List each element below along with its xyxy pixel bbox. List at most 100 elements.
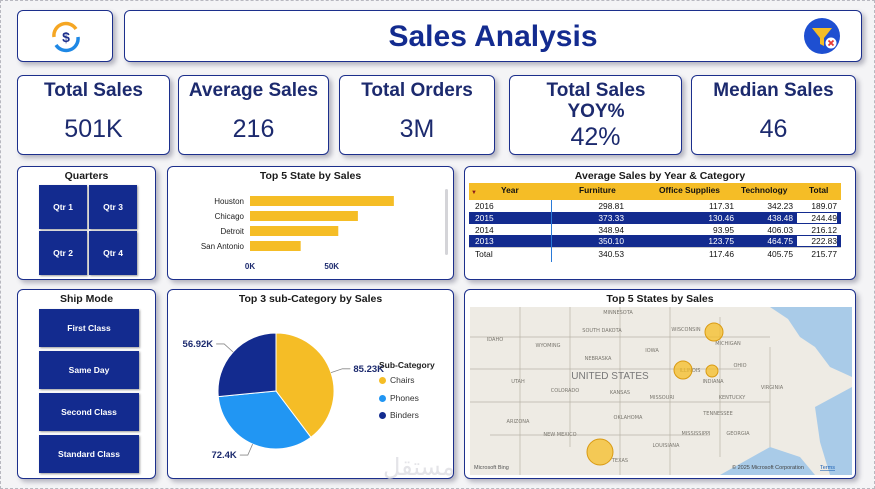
table-row-selected[interactable]: 2013 350.10 123.75 464.75 222.83 xyxy=(469,235,841,248)
state-bar-chart: Top 5 State by Sales Houston Chicago Detro… xyxy=(167,166,454,280)
map-bubble[interactable] xyxy=(673,360,693,380)
ship-mode-button[interactable]: Same Day xyxy=(39,351,139,389)
kpi-label: Average Sales xyxy=(188,80,319,101)
map-state-label: INDIANA xyxy=(702,379,724,385)
cell: 117.31 xyxy=(709,201,734,211)
cell: 130.46 xyxy=(708,212,734,223)
bar-label: Houston xyxy=(214,197,244,206)
column-header[interactable]: Total xyxy=(809,185,829,195)
quarter-button[interactable]: Qtr 4 xyxy=(89,231,137,275)
map-state-label: WISCONSIN xyxy=(671,327,700,333)
map-state-label: WYOMING xyxy=(535,343,560,349)
map-state-label: TENNESSEE xyxy=(702,411,733,417)
map-bubble[interactable] xyxy=(704,322,724,342)
legend-dot xyxy=(379,377,386,384)
cell: 117.46 xyxy=(709,249,734,260)
map-state-label: KENTUCKY xyxy=(719,395,746,401)
map-bing-logo: Microsoft Bing xyxy=(474,465,509,471)
kpi-label: Total Sales xyxy=(44,80,143,101)
column-header[interactable]: Office Supplies xyxy=(659,185,720,195)
map-state-label: IDAHO xyxy=(487,337,503,343)
legend-label: Binders xyxy=(390,410,419,420)
map-state-label: IOWA xyxy=(645,348,659,354)
map-state-label: OKLAHOMA xyxy=(614,415,644,421)
table-row[interactable]: 2016 298.81 117.31 342.23 189.07 xyxy=(469,200,841,212)
subcategory-pie-card: Top 3 sub-Category by Sales 85.23K 72.4K 5… xyxy=(167,289,454,479)
table-row-selected[interactable]: 2015 373.33 130.46 438.48 244.49 xyxy=(469,211,841,224)
bar[interactable] xyxy=(250,241,301,251)
map-state-label: MINNESOTA xyxy=(603,310,633,316)
year-category-table: Average Sales by Year & Category ▼ Year … xyxy=(464,166,856,280)
map-state-label: TEXAS xyxy=(611,458,628,464)
chart-title: Top 5 State by Sales xyxy=(259,170,362,182)
cell: 406.03 xyxy=(767,224,793,235)
sort-desc-icon[interactable]: ▼ xyxy=(471,190,477,196)
title-card: Sales Analysis xyxy=(124,10,862,62)
cell: 405.75 xyxy=(767,249,793,260)
map-state-label: COLORADO xyxy=(551,388,580,394)
cell: 244.49 xyxy=(797,212,837,223)
map-bubble[interactable] xyxy=(586,438,614,466)
legend-item[interactable]: Phones xyxy=(379,393,419,403)
kpi-value: 3M xyxy=(399,115,435,143)
pie-slice[interactable] xyxy=(275,332,335,439)
map-bubble[interactable] xyxy=(705,364,719,378)
bar-label: Detroit xyxy=(220,227,244,236)
kpi-value: 42% xyxy=(570,123,621,151)
bar[interactable] xyxy=(250,196,394,206)
cell: 222.83 xyxy=(797,236,837,247)
map-state-label: LOUISIANA xyxy=(653,443,680,449)
cell: 373.33 xyxy=(598,212,624,223)
column-header[interactable]: Year xyxy=(501,185,519,195)
bar[interactable] xyxy=(250,226,339,236)
cell: 464.75 xyxy=(767,236,793,247)
column-divider xyxy=(551,200,552,262)
x-tick-label: 50K xyxy=(324,262,339,271)
kpi-value: 46 xyxy=(759,115,788,143)
scrollbar[interactable] xyxy=(445,189,448,255)
map-state-label: VIRGINIA xyxy=(761,385,784,391)
kpi-value: 216 xyxy=(232,115,275,143)
pie-leader-line xyxy=(239,443,254,456)
cell: 438.48 xyxy=(767,212,793,223)
pie-slice[interactable] xyxy=(217,332,277,398)
ship-mode-button[interactable]: First Class xyxy=(39,309,139,347)
bar-label: Chicago xyxy=(215,212,245,221)
quarter-button[interactable]: Qtr 3 xyxy=(89,185,137,229)
quarter-button[interactable]: Qtr 1 xyxy=(39,185,87,229)
legend-item[interactable]: Binders xyxy=(379,410,419,420)
table-row[interactable]: 2014 348.94 93.95 406.03 216.12 xyxy=(469,224,841,236)
page-title: Sales Analysis xyxy=(388,20,598,53)
us-map[interactable]: MINNESOTA SOUTH DAKOTA WISCONSIN MICHIGA… xyxy=(470,307,852,475)
ship-mode-button[interactable]: Standard Class xyxy=(39,435,139,473)
filter-clear-icon[interactable] xyxy=(803,17,841,55)
pie-data-label: 72.4K xyxy=(211,450,236,461)
bar[interactable] xyxy=(250,211,358,221)
quarters-slicer: Quarters Qtr 1 Qtr 3 Qtr 2 Qtr 4 xyxy=(17,166,156,280)
cell: 215.77 xyxy=(811,249,837,260)
kpi-value: 501K xyxy=(64,115,123,143)
pie-leader-line xyxy=(216,343,234,353)
ship-mode-slicer: Ship Mode First Class Same Day Second Cl… xyxy=(17,289,156,479)
table-header: ▼ Year Furniture Office Supplies Technol… xyxy=(469,183,841,200)
cell: 348.94 xyxy=(598,224,624,235)
ship-mode-button[interactable]: Second Class xyxy=(39,393,139,431)
kpi-label: Median Sales xyxy=(713,80,834,101)
legend-item[interactable]: Chairs xyxy=(379,375,415,385)
cell: 298.81 xyxy=(598,201,624,211)
quarter-button[interactable]: Qtr 2 xyxy=(39,231,87,275)
pie-slice[interactable] xyxy=(217,390,312,450)
kpi-total-orders: Total Orders 3M xyxy=(339,75,495,155)
cell: 340.53 xyxy=(598,249,624,260)
svg-text:$: $ xyxy=(62,29,70,45)
matrix-table: ▼ Year Furniture Office Supplies Technol… xyxy=(469,183,841,262)
map-state-label: GEORGIA xyxy=(726,431,750,437)
column-header[interactable]: Technology xyxy=(741,185,788,195)
column-header[interactable]: Furniture xyxy=(579,185,616,195)
states-map-card: Top 5 States by Sales MINNESOTA SOUTH DA… xyxy=(464,289,856,479)
x-tick-label: 0K xyxy=(245,262,255,271)
year-cell: 2015 xyxy=(475,212,494,223)
pie-data-label: 56.92K xyxy=(183,339,214,350)
map-terms-link[interactable]: Terms xyxy=(820,465,835,471)
map-state-label: MISSISSIPPI xyxy=(682,431,711,437)
